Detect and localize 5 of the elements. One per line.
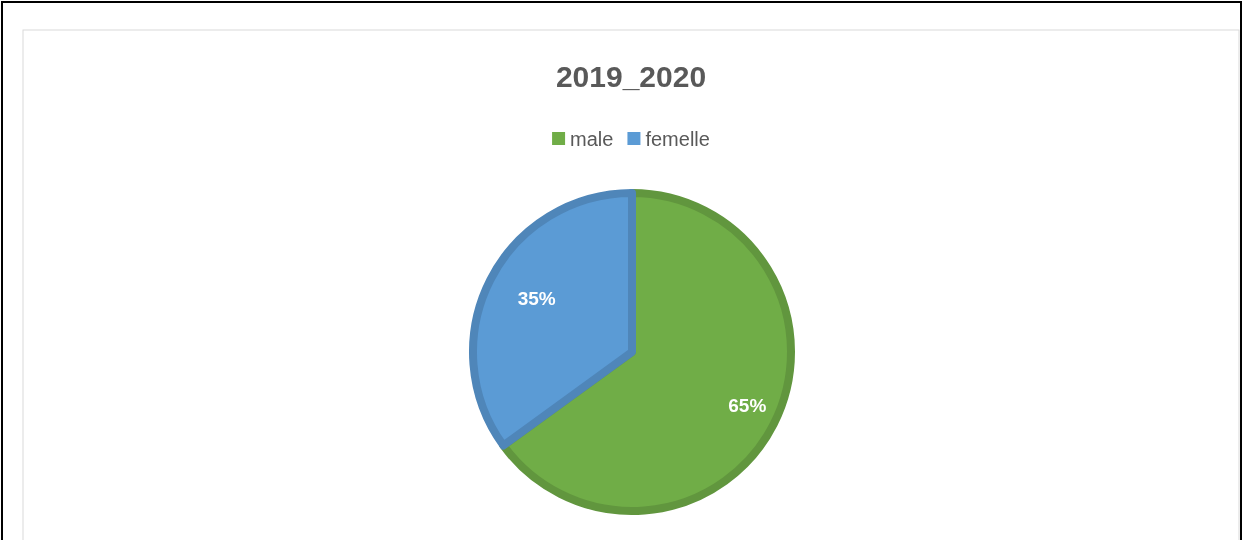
data-label: 65%	[728, 395, 767, 417]
legend-label: male	[570, 128, 614, 150]
chart-title: 2019_2020	[555, 60, 707, 93]
data-label: 35%	[517, 288, 556, 309]
legend-label: femelle	[645, 128, 710, 150]
